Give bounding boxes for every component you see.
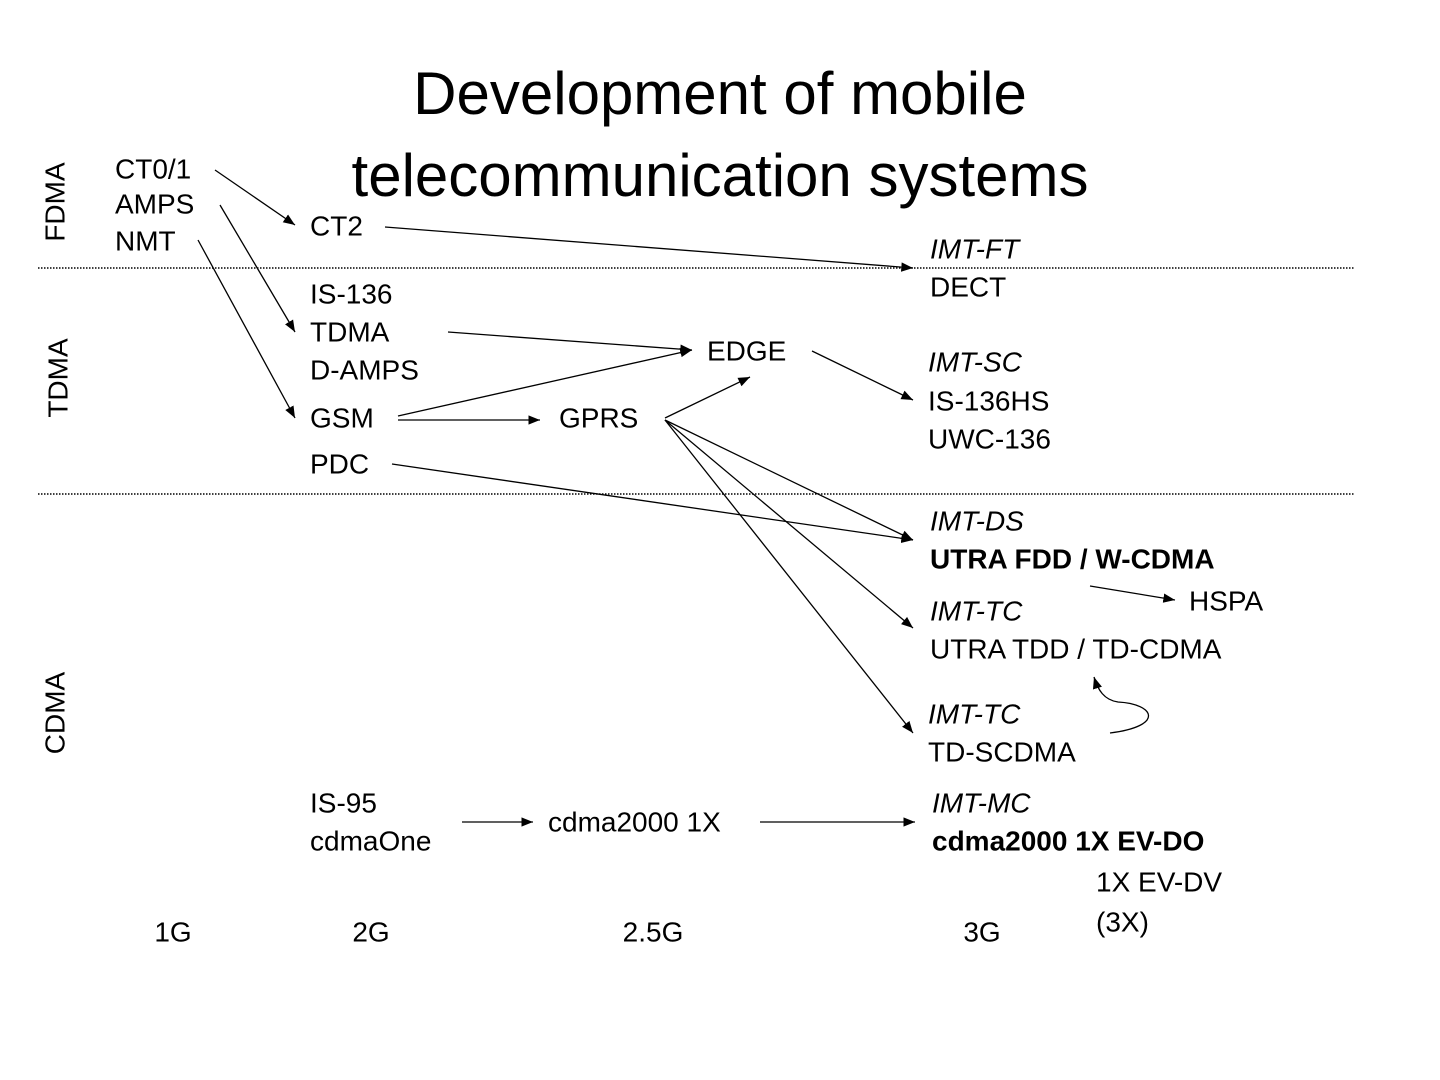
row-label: CDMA: [39, 671, 70, 754]
arrows: [197, 169, 1176, 827]
arrow: [391, 463, 914, 543]
generation: 2G: [352, 916, 389, 947]
node: IMT-MC: [932, 787, 1031, 818]
node: IS-136HS: [928, 385, 1049, 416]
node: TD-SCDMA: [928, 736, 1076, 767]
node: EDGE: [707, 335, 786, 366]
node: TDMA: [310, 316, 390, 347]
node: D-AMPS: [310, 354, 419, 385]
node: cdma2000 1X: [548, 806, 721, 837]
arrow: [664, 419, 914, 734]
node: DECT: [930, 271, 1006, 302]
arrow: [1089, 585, 1176, 603]
node: IMT-FT: [930, 233, 1021, 264]
node: UWC-136: [928, 423, 1051, 454]
node: cdma2000 1X EV-DO: [932, 825, 1204, 856]
arrow: [811, 350, 914, 401]
row-label: FDMA: [39, 162, 70, 242]
generation: 1G: [154, 916, 191, 947]
node: GPRS: [559, 402, 638, 433]
node: UTRA TDD / TD-CDMA: [930, 633, 1222, 664]
generation: 3G: [963, 916, 1000, 947]
node: HSPA: [1189, 585, 1263, 616]
node: IMT-DS: [930, 505, 1024, 536]
arrow: [214, 169, 296, 226]
node: GSM: [310, 402, 374, 433]
node: NMT: [115, 225, 176, 256]
node: AMPS: [115, 188, 194, 219]
node: CT0/1: [115, 153, 191, 184]
node: (3X): [1096, 906, 1149, 937]
title: telecommunication systems: [352, 142, 1089, 209]
node: cdmaOne: [310, 825, 431, 856]
arrow: [219, 204, 296, 333]
node: IMT-TC: [928, 698, 1021, 729]
arrow: [664, 376, 751, 419]
arrow: [197, 239, 296, 419]
node: IS-136: [310, 278, 393, 309]
node: CT2: [310, 210, 363, 241]
node: 1X EV-DV: [1096, 866, 1222, 897]
arrow: [384, 226, 914, 272]
arrow: [447, 331, 693, 354]
arrow: [1092, 676, 1149, 734]
node: UTRA FDD / W-CDMA: [930, 543, 1215, 574]
node: IS-95: [310, 787, 377, 818]
arrow: [664, 419, 914, 541]
row-label: TDMA: [42, 338, 73, 418]
node: PDC: [310, 448, 369, 479]
generation: 2.5G: [623, 916, 684, 947]
title: Development of mobile: [413, 60, 1027, 127]
node: IMT-TC: [930, 595, 1023, 626]
arrow: [664, 419, 914, 629]
node: IMT-SC: [928, 346, 1023, 377]
arrow: [397, 347, 693, 417]
